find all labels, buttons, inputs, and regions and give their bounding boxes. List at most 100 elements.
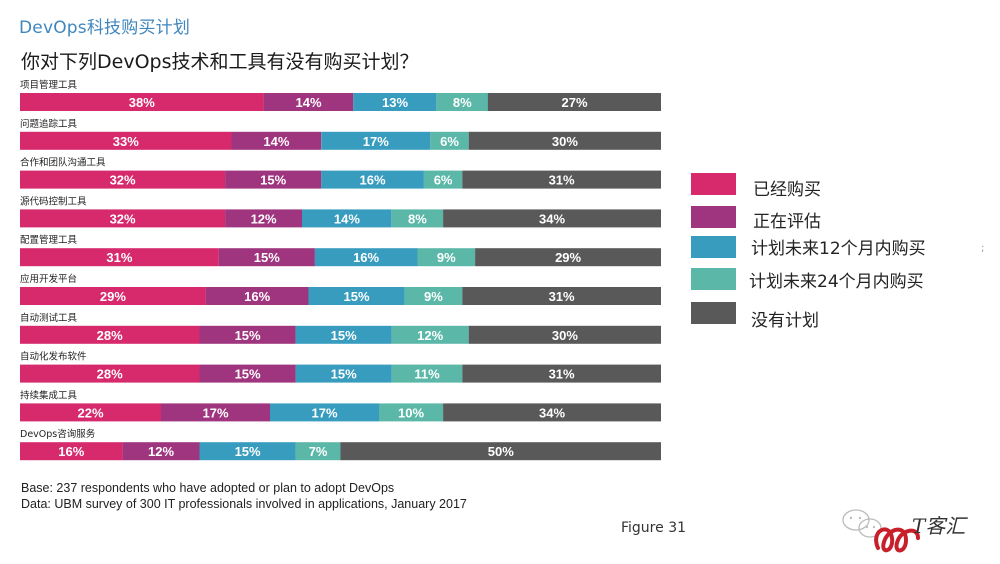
bar-segment-plan-12-months <box>321 131 431 150</box>
data-label: 15% <box>235 444 261 459</box>
bar-segment-plan-12-months <box>199 442 296 461</box>
watermark-logo: T客汇 <box>840 500 995 560</box>
category-label: 持续集成工具 <box>20 389 78 401</box>
bar-segment-no-plan <box>443 403 661 422</box>
category-label: DevOps咨询服务 <box>20 428 96 440</box>
data-label: 34% <box>539 211 565 226</box>
bar-segment-evaluating <box>161 403 270 422</box>
legend-label: 已经购买 <box>753 180 821 200</box>
bar-segment-plan-12-months <box>295 364 392 383</box>
data-label: 22% <box>77 405 103 420</box>
bar-segment-plan-12-months <box>314 248 418 267</box>
category-label: 问题追踪工具 <box>20 118 78 130</box>
bar-segment-plan-24-months <box>423 170 463 189</box>
bar-segment-evaluating <box>199 325 296 344</box>
data-label: 31% <box>106 250 132 265</box>
bar-segment-evaluating <box>218 248 315 267</box>
data-label: 13% <box>382 95 408 110</box>
data-label: 17% <box>311 405 337 420</box>
figure-label: Figure 31 <box>621 520 687 536</box>
legend-swatch <box>691 236 736 258</box>
data-label: 9% <box>437 250 456 265</box>
page-title: DevOps科技购买计划 <box>19 18 191 38</box>
data-label: 15% <box>343 289 369 304</box>
bar-segment-evaluating <box>225 170 322 189</box>
bar-segment-no-plan <box>487 93 661 111</box>
data-label: 30% <box>552 134 578 149</box>
data-label: 12% <box>417 328 443 343</box>
data-label: 15% <box>331 328 357 343</box>
data-label: 30% <box>552 328 578 343</box>
footnote-base: Base: 237 respondents who have adopted o… <box>21 481 395 495</box>
category-label: 项目管理工具 <box>20 79 78 91</box>
bar-row: 持续集成工具 22% 17% 17% 10% 34% <box>20 389 661 422</box>
bar-row: DevOps咨询服务 16% 12% 15% 7% 50% <box>20 428 661 461</box>
data-label: 15% <box>235 367 261 382</box>
data-label: 31% <box>549 289 575 304</box>
bar-row: 源代码控制工具 32% 12% 14% 8% 34% <box>20 195 661 228</box>
data-label: 16% <box>359 173 385 188</box>
data-label: 8% <box>453 95 472 110</box>
bar-segment-no-plan <box>462 287 661 305</box>
bar-segment-plan-24-months <box>391 325 469 344</box>
data-label: 6% <box>440 134 459 149</box>
data-label: 16% <box>58 444 84 459</box>
bar-segment-purchased <box>20 442 123 461</box>
bar-segment-purchased <box>20 131 232 150</box>
bar-segment-plan-12-months <box>270 403 379 422</box>
data-label: 17% <box>363 134 389 149</box>
bar-segment-no-plan <box>443 209 661 228</box>
data-label: 16% <box>353 250 379 265</box>
wechat-icon <box>842 509 920 553</box>
bar-segment-no-plan <box>475 248 661 267</box>
data-label: 31% <box>549 367 575 382</box>
legend-swatch <box>691 173 736 195</box>
bar-segment-no-plan <box>462 364 661 383</box>
data-label: 32% <box>110 211 136 226</box>
data-label: 15% <box>254 250 280 265</box>
category-label: 自动化发布软件 <box>20 351 87 363</box>
bar-segment-purchased <box>20 93 264 111</box>
bar-segment-purchased <box>20 364 200 383</box>
bar-row: 配置管理工具 31% 15% 16% 9% 29% <box>20 234 661 267</box>
data-label: 34% <box>539 405 565 420</box>
data-label: 38% <box>129 95 155 110</box>
data-label: 29% <box>555 250 581 265</box>
category-label: 应用开发平台 <box>20 273 77 285</box>
category-label: 配置管理工具 <box>20 234 78 246</box>
bar-segment-no-plan <box>340 442 661 461</box>
category-label: 合作和团队沟通工具 <box>20 157 106 169</box>
data-label: 8% <box>408 211 427 226</box>
bar-segment-plan-24-months <box>430 131 469 150</box>
bar-segment-plan-24-months <box>295 442 341 461</box>
bar-row: 自动化发布软件 28% 15% 15% 11% 31% <box>20 351 661 383</box>
data-label: 14% <box>263 134 289 149</box>
data-label: 50% <box>488 444 514 459</box>
bar-segment-purchased <box>20 325 200 344</box>
bar-segment-plan-12-months <box>295 325 392 344</box>
bar-segment-no-plan <box>468 325 661 344</box>
data-label: 15% <box>235 328 261 343</box>
bar-segment-evaluating <box>205 287 309 305</box>
legend-swatch <box>691 302 736 324</box>
data-label: 14% <box>334 211 360 226</box>
data-label: 12% <box>148 444 174 459</box>
bar-row: 应用开发平台 29% 16% 15% 9% 31% <box>20 273 661 305</box>
data-label: 27% <box>561 95 587 110</box>
stray-mark: ; <box>981 243 985 254</box>
bar-segment-evaluating <box>199 364 296 383</box>
bar-row: 项目管理工具 38% 14% 13% 8% 27% <box>20 79 661 111</box>
bar-segment-evaluating <box>122 442 200 461</box>
category-label: 源代码控制工具 <box>20 195 87 207</box>
bar-segment-no-plan <box>462 170 661 189</box>
data-label: 10% <box>398 405 424 420</box>
data-label: 12% <box>251 211 277 226</box>
chart-question: 你对下列DevOps技术和工具有没有购买计划？ <box>21 51 419 73</box>
bar-segment-evaluating <box>225 209 302 228</box>
bar-segment-purchased <box>20 209 226 228</box>
bar-row: 问题追踪工具 33% 14% 17% 6% 30% <box>20 118 661 150</box>
legend-swatch <box>691 268 736 290</box>
data-label: 17% <box>202 405 228 420</box>
data-label: 28% <box>97 367 123 382</box>
